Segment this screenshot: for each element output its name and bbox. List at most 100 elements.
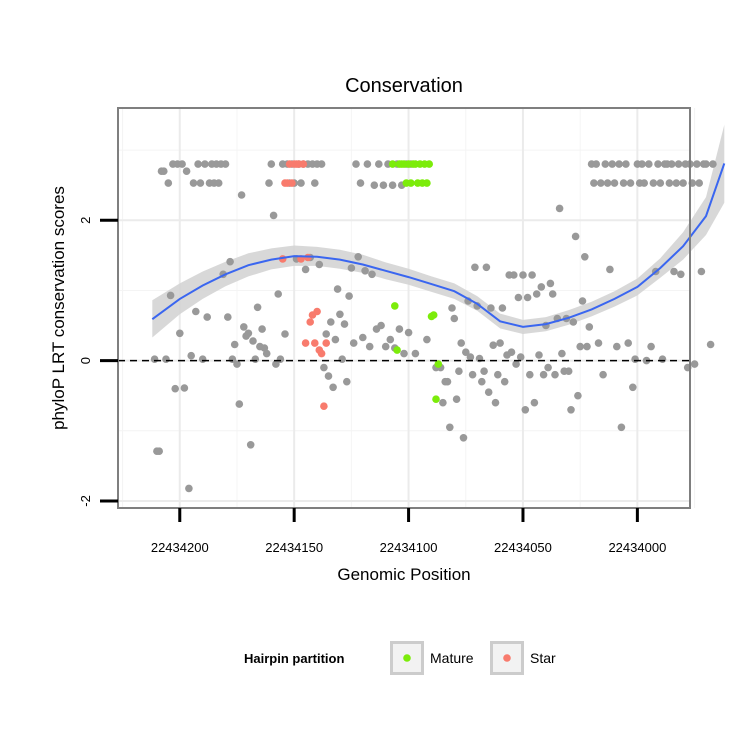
data-point bbox=[336, 310, 344, 319]
legend-label-mature: Mature bbox=[430, 650, 474, 666]
data-point bbox=[558, 349, 566, 358]
data-point bbox=[189, 179, 198, 187]
data-point bbox=[667, 160, 676, 168]
data-point bbox=[253, 303, 262, 312]
data-point bbox=[377, 321, 385, 330]
data-point bbox=[274, 290, 283, 298]
data-point bbox=[510, 271, 518, 279]
data-point bbox=[546, 279, 555, 288]
data-point bbox=[150, 355, 159, 364]
data-point bbox=[695, 179, 703, 187]
data-point bbox=[480, 367, 488, 376]
mature-data-point bbox=[425, 160, 434, 168]
data-point bbox=[601, 160, 610, 168]
data-point bbox=[203, 313, 211, 321]
data-point bbox=[674, 160, 683, 168]
data-point bbox=[301, 265, 310, 274]
data-point bbox=[603, 179, 612, 187]
mature-data-point bbox=[434, 360, 443, 368]
data-point bbox=[496, 339, 504, 347]
data-point bbox=[235, 400, 244, 408]
data-point bbox=[679, 179, 687, 187]
data-point bbox=[494, 370, 502, 379]
y-tick-label: 0 bbox=[78, 357, 93, 364]
data-point bbox=[214, 179, 223, 187]
data-point bbox=[226, 257, 234, 266]
data-point bbox=[654, 160, 662, 168]
data-point bbox=[446, 423, 454, 432]
data-point bbox=[516, 353, 525, 361]
data-point bbox=[697, 267, 706, 276]
data-point bbox=[452, 395, 461, 404]
data-point bbox=[617, 423, 626, 432]
star-data-point bbox=[317, 349, 326, 358]
data-point bbox=[500, 377, 509, 386]
data-point bbox=[443, 377, 452, 386]
mature-data-point bbox=[407, 179, 415, 187]
star-data-point bbox=[311, 339, 319, 347]
data-point bbox=[578, 297, 587, 305]
data-point bbox=[606, 265, 614, 274]
data-point bbox=[272, 360, 280, 368]
data-point bbox=[171, 384, 179, 393]
data-point bbox=[439, 398, 447, 407]
data-point bbox=[532, 290, 541, 298]
data-point bbox=[251, 355, 260, 364]
data-point bbox=[230, 340, 239, 349]
data-point bbox=[709, 160, 717, 168]
legend-key-star-swatch bbox=[503, 654, 511, 662]
data-point bbox=[507, 348, 516, 357]
data-point bbox=[155, 447, 163, 456]
data-point bbox=[324, 372, 333, 380]
data-point bbox=[658, 355, 667, 364]
data-point bbox=[672, 179, 681, 187]
data-point bbox=[619, 179, 628, 187]
data-point bbox=[613, 342, 621, 351]
x-tick-label: 22434150 bbox=[265, 540, 323, 555]
data-point bbox=[478, 377, 486, 386]
x-axis-label: Genomic Position bbox=[337, 565, 470, 584]
data-point bbox=[590, 179, 598, 187]
data-point bbox=[523, 293, 532, 302]
data-point bbox=[237, 191, 246, 199]
data-point bbox=[466, 353, 475, 361]
data-point bbox=[702, 160, 710, 168]
data-point bbox=[258, 325, 266, 333]
x-tick-label: 22434100 bbox=[380, 540, 438, 555]
data-point bbox=[592, 160, 600, 168]
data-point bbox=[363, 160, 372, 168]
data-point bbox=[622, 160, 630, 168]
data-point bbox=[564, 367, 573, 376]
data-point bbox=[160, 167, 168, 175]
data-point bbox=[583, 342, 591, 351]
data-point bbox=[187, 351, 195, 360]
data-point bbox=[615, 160, 623, 168]
data-point bbox=[574, 391, 582, 400]
data-point bbox=[327, 318, 335, 326]
data-point bbox=[166, 291, 175, 300]
data-point bbox=[512, 360, 520, 368]
data-point bbox=[297, 179, 305, 187]
data-point bbox=[576, 342, 584, 351]
data-point bbox=[244, 329, 253, 338]
data-point bbox=[276, 355, 285, 364]
data-point bbox=[388, 181, 397, 189]
data-point bbox=[180, 384, 189, 392]
data-point bbox=[361, 267, 369, 275]
data-point bbox=[317, 160, 326, 168]
data-point bbox=[338, 355, 347, 364]
legend-key-mature-swatch bbox=[403, 654, 411, 662]
data-point bbox=[352, 160, 360, 168]
data-point bbox=[221, 160, 230, 168]
mature-data-point bbox=[429, 311, 438, 319]
data-point bbox=[455, 367, 463, 376]
data-point bbox=[569, 318, 578, 326]
data-point bbox=[349, 339, 358, 347]
data-point bbox=[381, 342, 390, 351]
data-point bbox=[555, 204, 564, 213]
data-point bbox=[347, 264, 356, 272]
data-point bbox=[196, 179, 205, 187]
data-point bbox=[340, 320, 349, 328]
data-point bbox=[267, 160, 276, 168]
